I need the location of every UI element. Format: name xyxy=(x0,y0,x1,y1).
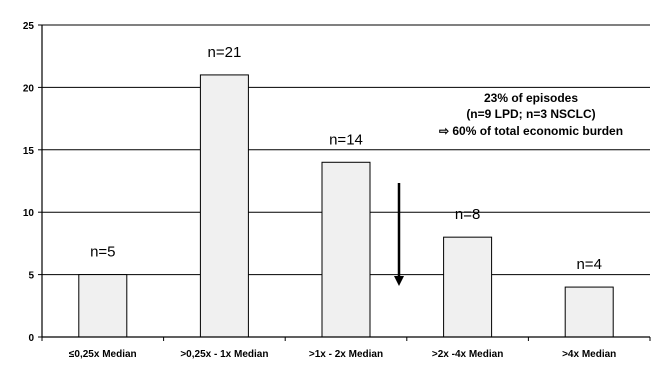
data-label-4: n=4 xyxy=(576,256,601,273)
y-tick-label-20: 20 xyxy=(23,83,35,94)
bar-2 xyxy=(321,161,371,338)
axes xyxy=(41,25,651,341)
data-labels: n=5 n=21 n=14 n=8 n=4 xyxy=(90,44,602,273)
x-tick-labels: ≤0,25x Median >0,25x - 1x Median >1x - 2x … xyxy=(69,349,616,360)
x-tick-label-3: >2x -4x Median xyxy=(432,349,503,360)
y-tick-label-15: 15 xyxy=(23,146,35,157)
bar-3 xyxy=(443,236,493,338)
y-tick-label-10: 10 xyxy=(23,208,35,219)
x-tick-label-4: >4x Median xyxy=(562,349,616,360)
y-tick-label-25: 25 xyxy=(23,21,35,32)
x-tick-label-2: >1x - 2x Median xyxy=(309,349,383,360)
data-label-1: n=21 xyxy=(208,44,242,61)
down-arrow xyxy=(394,183,404,286)
bar-0 xyxy=(78,274,128,338)
annotation-line-3: ⇨ 60% of total economic burden xyxy=(439,124,623,138)
data-label-0: n=5 xyxy=(90,244,115,261)
x-tick-label-1: >0,25x - 1x Median xyxy=(180,349,268,360)
bars xyxy=(78,74,614,338)
annotation: 23% of episodes (n=9 LPD; n=3 NSCLC) ⇨ 6… xyxy=(394,91,623,286)
data-label-3: n=8 xyxy=(455,206,480,223)
bar-1 xyxy=(199,74,249,338)
y-tick-label-5: 5 xyxy=(28,271,34,282)
y-tick-label-0: 0 xyxy=(28,333,34,344)
gridlines xyxy=(42,24,650,276)
x-tick-label-0: ≤0,25x Median xyxy=(69,349,137,360)
data-label-2: n=14 xyxy=(329,131,363,148)
bar-4 xyxy=(564,286,614,338)
y-tick-labels: 0 5 10 15 20 25 xyxy=(23,21,42,344)
annotation-line-2: (n=9 LPD; n=3 NSCLC) xyxy=(466,107,595,121)
annotation-line-1: 23% of episodes xyxy=(484,91,578,105)
